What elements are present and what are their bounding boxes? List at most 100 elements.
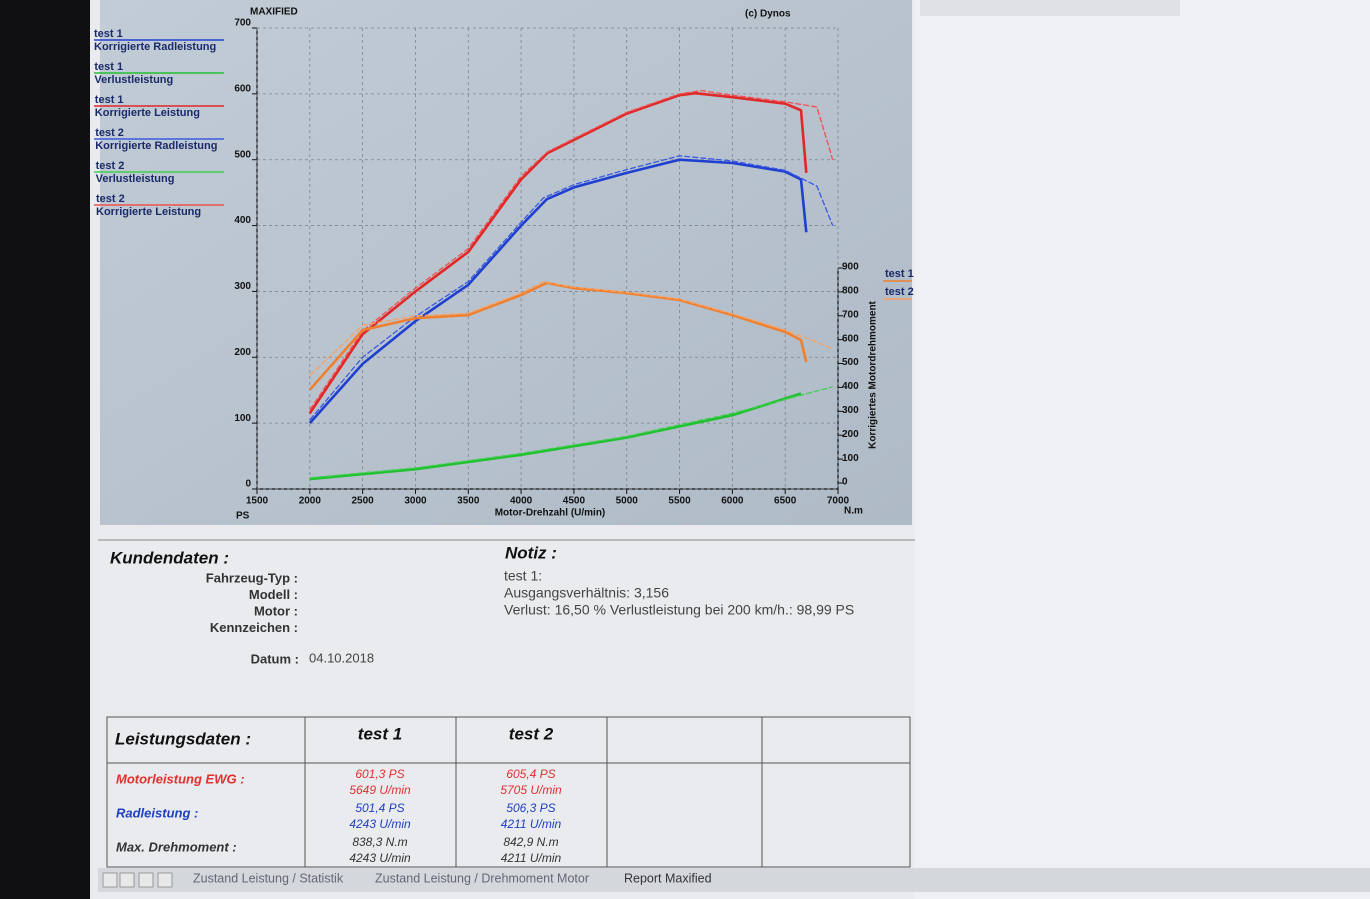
x-tick-label: 7000 (827, 496, 850, 507)
legend-name: test 1 (94, 28, 123, 40)
date: 04.10.2018 (309, 650, 374, 665)
y2-tick-label: 800 (842, 286, 859, 297)
perf-table (106, 716, 911, 868)
legend-quantity: Verlustleistung (94, 74, 173, 86)
tab[interactable]: Zustand Leistung / Statistik (193, 871, 344, 885)
y2-tick-label: 400 (842, 381, 859, 392)
tab-bar (98, 868, 1370, 892)
y2-tick-label: 100 (842, 453, 859, 464)
y-axis-label: PS (236, 511, 250, 522)
tab-nav[interactable] (102, 872, 173, 888)
legend-name: test 1 (95, 94, 124, 106)
tab[interactable]: Report Maxified (624, 871, 712, 885)
x-tick-label: 6500 (774, 496, 797, 507)
cell: 838,3 N.m (352, 835, 407, 849)
note-line: test 1: (504, 568, 542, 584)
x-tick-label: 5000 (616, 496, 639, 507)
nav-prev[interactable] (119, 872, 135, 888)
y2-tick-label: 900 (842, 262, 859, 273)
nav-last[interactable] (157, 872, 173, 888)
legend-name: test 2 (885, 286, 914, 298)
y2-tick-label: 500 (842, 357, 859, 368)
y2-axis-label: Korrigiertes Motordrehmoment (868, 300, 879, 448)
cell: 601,3 PS (355, 767, 404, 781)
legend-quantity: Korrigierte Radleistung (94, 41, 216, 53)
y-tick-label: 700 (234, 18, 251, 29)
cell: 5705 U/min (500, 783, 562, 797)
chart-title: MAXIFIED (250, 7, 298, 18)
legend-name: test 2 (96, 193, 125, 205)
note-line: Verlust: 16,50 % Verlustleistung bei 200… (504, 602, 854, 618)
x-tick-label: 3500 (457, 496, 480, 507)
x-tick-label: 6000 (721, 496, 744, 507)
chart-area (100, 0, 912, 525)
row-label: Max. Drehmoment : (116, 839, 237, 854)
window-strip (920, 0, 1180, 16)
legend-quantity: Verlustleistung (96, 173, 175, 185)
y2-unit: N.m (844, 506, 863, 517)
x-tick-label: 5500 (668, 496, 691, 507)
line-series (309, 89, 834, 411)
y-tick-label: 500 (234, 149, 251, 160)
line-series (309, 386, 833, 479)
x-tick-label: 1500 (246, 496, 269, 507)
customer-field: Modell : (249, 587, 298, 602)
y2-tick-label: 0 (842, 477, 848, 488)
y-tick-label: 400 (234, 215, 251, 226)
y-tick-label: 200 (234, 347, 251, 358)
note-line: Ausgangsverhältnis: 3,156 (504, 585, 669, 601)
cell: 501,4 PS (355, 801, 404, 815)
x-tick-label: 4000 (510, 496, 533, 507)
cell: 4243 U/min (349, 817, 411, 831)
line-series (309, 281, 833, 376)
column-header: test 1 (358, 724, 402, 743)
y2-tick-label: 200 (842, 429, 859, 440)
copyright: (c) Dynos (745, 9, 791, 20)
line-series (309, 392, 802, 481)
y-tick-label: 600 (234, 83, 251, 94)
x-tick-label: 2500 (352, 496, 375, 507)
legend-quantity: Korrigierte Radleistung (95, 140, 217, 152)
row-label: Radleistung : (116, 805, 198, 820)
x-tick-label: 3000 (404, 496, 427, 507)
y-tick-label: 0 (245, 479, 251, 490)
customer-field: Kennzeichen : (210, 620, 298, 635)
customer-title: Kundendaten : (110, 548, 229, 567)
cell: 4211 U/min (501, 817, 562, 831)
legend-quantity: Korrigierte Leistung (95, 107, 200, 119)
line-series (308, 158, 808, 424)
y-tick-label: 300 (234, 281, 251, 292)
nav-next[interactable] (138, 872, 154, 888)
note-title: Notiz : (505, 543, 557, 562)
x-axis-label: Motor-Drehzahl (U/min) (495, 508, 606, 519)
nav-first[interactable] (102, 872, 118, 888)
legend-name: test 1 (885, 268, 914, 280)
x-tick-label: 4500 (563, 496, 586, 507)
bezel (0, 0, 90, 899)
legend-quantity: Korrigierte Leistung (96, 206, 201, 218)
line-series (309, 155, 834, 421)
perf-title: Leistungsdaten : (115, 729, 251, 748)
line-series (308, 281, 808, 391)
y2-tick-label: 700 (842, 309, 859, 320)
legend-name: test 2 (96, 160, 125, 172)
customer-field: Fahrzeug-Typ : (206, 570, 298, 585)
cell: 5649 U/min (349, 783, 411, 797)
row-label: Motorleistung EWG : (116, 771, 245, 786)
x-tick-label: 2000 (299, 496, 322, 507)
cell: 506,3 PS (506, 801, 555, 815)
customer-field: Motor : (254, 603, 298, 618)
y2-tick-label: 600 (842, 333, 859, 344)
cell: 4243 U/min (349, 851, 411, 865)
legend-name: test 1 (94, 61, 123, 73)
cell: 842,9 N.m (503, 835, 558, 849)
column-header: test 2 (509, 724, 554, 743)
legend-name: test 2 (95, 127, 124, 139)
date-label: Datum : (251, 651, 299, 666)
cell: 605,4 PS (506, 767, 555, 781)
y-tick-label: 100 (234, 413, 251, 424)
cell: 4211 U/min (501, 851, 562, 865)
tab[interactable]: Zustand Leistung / Drehmoment Motor (375, 871, 589, 885)
y2-tick-label: 300 (842, 405, 859, 416)
